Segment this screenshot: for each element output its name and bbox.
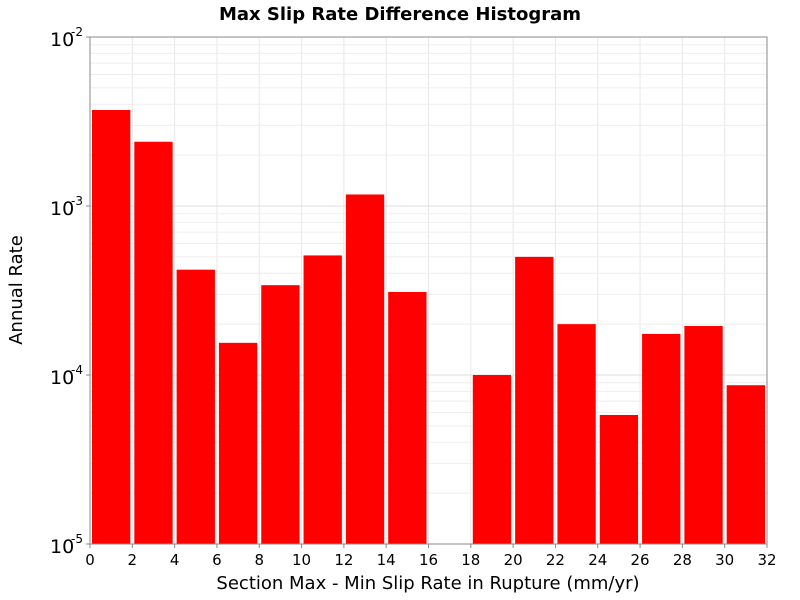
x-axis-ticks: 0 2 4 6 8 10 12 14 16 18 20 22 24 26 28 30 32	[85, 544, 777, 569]
histogram-bar	[684, 325, 723, 544]
x-tick-label: 20	[504, 551, 523, 569]
y-axis-label: Annual Rate	[6, 235, 27, 345]
histogram-bar	[345, 194, 385, 544]
x-tick-label: 14	[377, 551, 396, 569]
chart-title: Max Slip Rate Difference Histogram	[219, 4, 581, 25]
x-tick-label: 0	[85, 551, 95, 569]
histogram-bar	[303, 255, 342, 544]
x-tick-label: 28	[673, 551, 692, 569]
histogram-bar	[92, 109, 131, 544]
histogram-bar	[388, 291, 427, 544]
x-tick-label: 10	[292, 551, 311, 569]
x-tick-label: 18	[461, 551, 480, 569]
histogram-bar	[642, 333, 681, 544]
y-tick-exponent: -2	[71, 25, 83, 39]
y-tick-exponent: -4	[71, 363, 83, 377]
x-tick-label: 6	[212, 551, 222, 569]
histogram-bar	[599, 414, 639, 544]
histogram-bar	[176, 269, 215, 544]
x-tick-label: 26	[631, 551, 650, 569]
x-tick-label: 8	[254, 551, 264, 569]
y-tick-exponent: -3	[71, 194, 83, 208]
y-tick-label: 10	[50, 367, 74, 389]
histogram-bar	[726, 385, 765, 544]
x-tick-label: 2	[128, 551, 138, 569]
x-axis-label: Section Max - Min Slip Rate in Rupture (…	[216, 573, 639, 594]
y-tick-label: 10	[50, 536, 74, 558]
y-axis-ticks: 10-510-410-310-2	[50, 25, 90, 558]
histogram-bar	[218, 342, 258, 544]
x-tick-label: 24	[588, 551, 607, 569]
histogram-bar	[472, 375, 512, 544]
histogram-bar	[134, 141, 173, 544]
x-tick-label: 4	[170, 551, 180, 569]
x-tick-label: 16	[419, 551, 438, 569]
y-tick-label: 10	[50, 29, 74, 51]
x-tick-label: 12	[334, 551, 353, 569]
histogram-bar	[515, 256, 554, 544]
histogram-bar	[557, 324, 596, 544]
x-tick-label: 22	[546, 551, 565, 569]
y-tick-label: 10	[50, 198, 74, 220]
y-tick-exponent: -5	[71, 532, 83, 546]
x-tick-label: 32	[757, 551, 776, 569]
bars	[92, 109, 765, 544]
x-tick-label: 30	[715, 551, 734, 569]
histogram-bar	[261, 285, 300, 544]
